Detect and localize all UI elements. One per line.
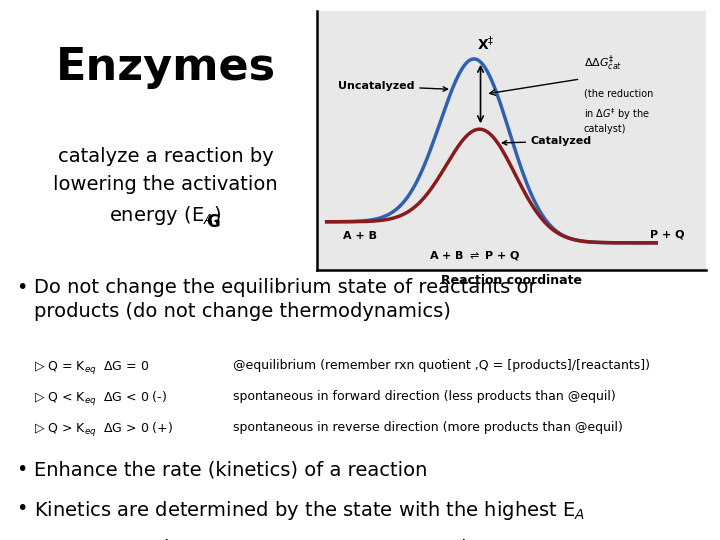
Text: in $\Delta G^\ddag$ by the: in $\Delta G^\ddag$ by the <box>584 106 650 122</box>
Text: •: • <box>16 500 27 518</box>
Text: •: • <box>16 460 27 480</box>
Text: Do not change the equilibrium state of reactants or
products (do not change ther: Do not change the equilibrium state of r… <box>34 278 536 321</box>
Text: @equilibrium (remember rxn quotient ,Q = [products]/[reactants]): @equilibrium (remember rxn quotient ,Q =… <box>233 359 650 372</box>
Text: Enhance the rate (kinetics) of a reaction: Enhance the rate (kinetics) of a reactio… <box>34 460 428 480</box>
Text: Enzymes: Enzymes <box>55 46 276 89</box>
Text: P + Q: P + Q <box>649 230 684 240</box>
Text: Kinetics are determined by the state with the highest E$_A$: Kinetics are determined by the state wit… <box>34 500 585 523</box>
Text: catalyze a reaction by
lowering the activation
energy (E$_A$): catalyze a reaction by lowering the acti… <box>53 147 278 227</box>
Text: Uncatalyzed: Uncatalyzed <box>338 81 448 91</box>
Text: catalyst): catalyst) <box>584 124 626 134</box>
Text: •: • <box>16 539 27 540</box>
Text: A + B: A + B <box>343 231 377 241</box>
Text: (the reduction: (the reduction <box>584 88 653 98</box>
Text: ▷ Q > K$_{eq}$  ΔG > 0 (+): ▷ Q > K$_{eq}$ ΔG > 0 (+) <box>34 421 173 439</box>
Text: A + B $\rightleftharpoons$ P + Q: A + B $\rightleftharpoons$ P + Q <box>429 249 521 262</box>
Text: X$^\ddag$: X$^\ddag$ <box>477 35 495 53</box>
Text: spontaneous in forward direction (less products than @equil): spontaneous in forward direction (less p… <box>233 390 616 403</box>
X-axis label: Reaction coordinate: Reaction coordinate <box>441 274 582 287</box>
Text: Catalyzed: Catalyzed <box>503 136 592 146</box>
Text: G: G <box>206 213 220 231</box>
Text: ▷ Q < K$_{eq}$  ΔG < 0 (-): ▷ Q < K$_{eq}$ ΔG < 0 (-) <box>34 390 167 408</box>
Text: spontaneous in reverse direction (more products than @equil): spontaneous in reverse direction (more p… <box>233 421 623 434</box>
Text: Enzymes act by PREFERENTIALLY BINDING the
transition state – this lowers the E$_: Enzymes act by PREFERENTIALLY BINDING th… <box>34 539 485 540</box>
Text: •: • <box>16 278 27 297</box>
Text: ▷ Q = K$_{eq}$  ΔG = 0: ▷ Q = K$_{eq}$ ΔG = 0 <box>34 359 149 376</box>
Text: $\Delta\Delta G_{cat}^\ddag$: $\Delta\Delta G_{cat}^\ddag$ <box>584 55 622 75</box>
